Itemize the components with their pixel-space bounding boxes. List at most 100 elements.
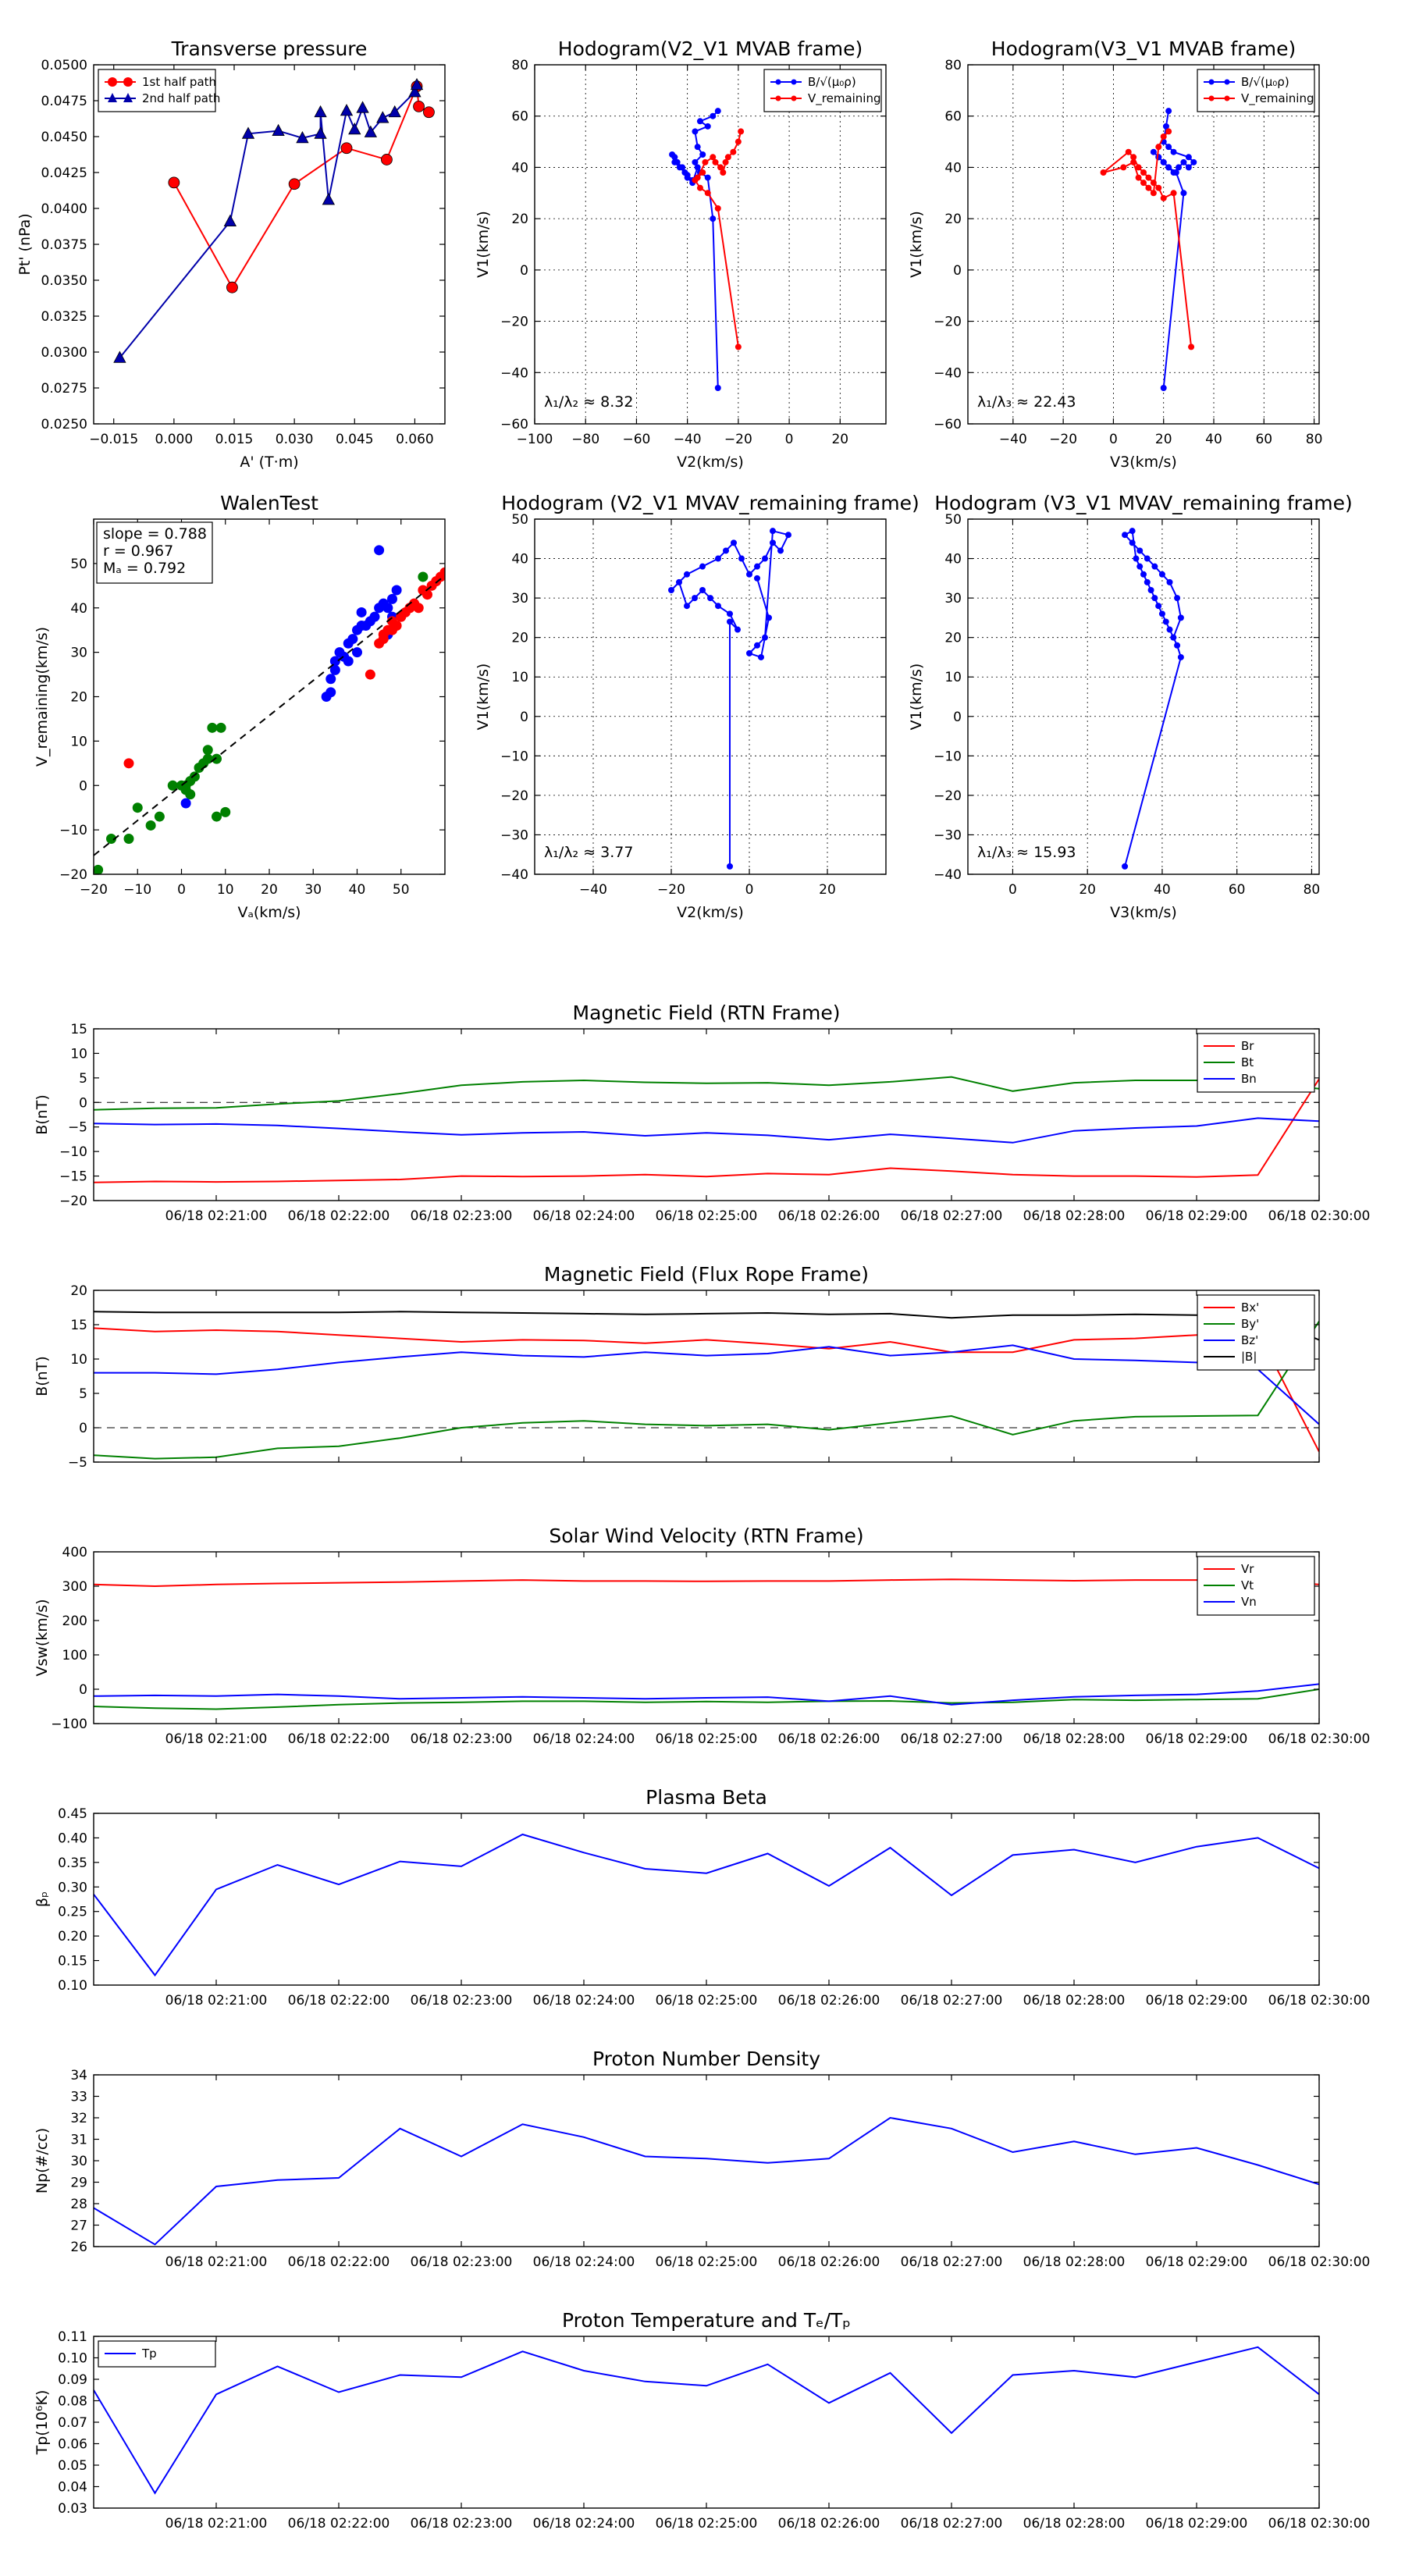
y-tick-label: 0.04 <box>58 2480 87 2496</box>
data-point <box>712 158 719 165</box>
y-tick-label: −100 <box>51 1717 87 1732</box>
data-point <box>704 190 711 197</box>
data-point <box>1151 595 1158 602</box>
x-tick-label: 10 <box>217 882 234 898</box>
y-tick-label: 15 <box>70 1318 87 1333</box>
y-tick-label: −20 <box>934 315 962 330</box>
data-point <box>746 571 752 578</box>
chart-title: Hodogram(V3_V1 MVAB frame) <box>991 37 1296 60</box>
chart-ts2: Magnetic Field (Flux Rope Frame) −5 0 5 10 15… <box>34 1263 1320 1471</box>
y-tick-label: 5 <box>79 1071 87 1087</box>
series-line-|B| <box>94 1311 1319 1341</box>
data-point <box>413 603 424 614</box>
y-tick-label: 100 <box>62 1648 87 1663</box>
axes-frame <box>534 518 887 875</box>
y-tick-label: 0 <box>953 263 962 279</box>
x-tick-label: −10 <box>123 882 151 898</box>
data-point <box>785 532 791 539</box>
data-point <box>382 603 393 614</box>
data-point <box>132 802 143 813</box>
data-point <box>94 864 104 874</box>
legend-label: Bt <box>1241 1055 1254 1069</box>
legend-label: By' <box>1241 1317 1259 1331</box>
series-line-Bn <box>94 1117 1319 1144</box>
legend: Br Bt Bn <box>1197 1033 1315 1093</box>
y-tick-label: 40 <box>511 160 528 176</box>
y-tick-label: 0.0425 <box>41 165 87 181</box>
data-point <box>364 125 378 137</box>
x-tick-label: 06/18 02:27:00 <box>901 1731 1003 1747</box>
data-point <box>714 205 721 212</box>
legend-marker <box>775 95 781 101</box>
data-point <box>1160 194 1167 201</box>
x-tick-label: −60 <box>622 432 650 447</box>
data-point <box>1158 610 1165 617</box>
y-tick-label: 0 <box>79 1095 87 1111</box>
x-tick-label: 06/18 02:28:00 <box>1023 1208 1126 1224</box>
y-axis-label: V_remaining(km/s) <box>34 627 51 767</box>
x-axis-label: V3(km/s) <box>1110 454 1177 471</box>
x-tick-label: 06/18 02:28:00 <box>1023 2516 1126 2532</box>
y-tick-label: 40 <box>511 552 528 568</box>
data-point <box>762 634 768 641</box>
x-tick-label: 60 <box>1255 432 1272 447</box>
y-tick-label: 0.0325 <box>41 309 87 325</box>
data-point <box>684 174 691 181</box>
y-tick-label: −30 <box>934 827 962 843</box>
data-point <box>1130 158 1137 165</box>
x-axis-label: A' (T·m) <box>240 454 298 471</box>
axes-frame <box>967 518 1320 875</box>
data-point <box>343 656 354 667</box>
data-point <box>699 587 706 593</box>
data-point <box>1174 642 1181 649</box>
x-tick-label: 06/18 02:23:00 <box>411 1731 513 1747</box>
chart-h4: Hodogram (V3_V1 MVAV_remaining frame) 0 20… <box>908 492 1353 921</box>
plot-area <box>94 2346 1319 2495</box>
y-tick-label: 0.0375 <box>41 237 87 253</box>
data-point <box>223 214 237 226</box>
y-tick-label: 0 <box>79 1682 87 1698</box>
y-tick-label: 40 <box>70 601 87 617</box>
data-point <box>1177 653 1184 660</box>
legend-label: Br <box>1241 1039 1254 1053</box>
x-tick-label: 06/18 02:22:00 <box>288 2254 390 2270</box>
y-tick-label: 28 <box>70 2197 87 2212</box>
data-point <box>727 610 733 617</box>
x-tick-label: 06/18 02:24:00 <box>533 1993 635 2008</box>
legend-label: Bx' <box>1241 1300 1259 1315</box>
legend-label: Bz' <box>1241 1333 1258 1347</box>
data-point <box>696 184 703 191</box>
x-tick-label: 06/18 02:25:00 <box>656 1731 758 1747</box>
plot-area <box>94 1311 1319 1460</box>
data-point <box>704 123 711 130</box>
data-point <box>714 108 721 115</box>
y-tick-label: −10 <box>59 823 87 838</box>
data-point <box>1170 190 1177 197</box>
x-tick-label: −20 <box>657 882 685 898</box>
y-tick-label: 0.11 <box>58 2329 87 2345</box>
data-point <box>1190 158 1197 165</box>
y-tick-label: 0.0400 <box>41 201 87 217</box>
x-tick-label: 06/18 02:21:00 <box>165 1731 268 1747</box>
series-line-Bt <box>94 1076 1319 1111</box>
chart-h2: Hodogram(V3_V1 MVAB frame) −40 −20 0 20 40 60 8… <box>908 37 1322 471</box>
y-tick-label: 10 <box>944 670 962 685</box>
data-point <box>731 539 737 546</box>
y-tick-label: 10 <box>70 1352 87 1368</box>
y-tick-label: −20 <box>500 315 528 330</box>
data-point <box>1144 555 1151 562</box>
y-axis-label: βₚ <box>34 1891 51 1907</box>
plot-area <box>94 545 445 874</box>
data-point <box>369 611 380 622</box>
x-tick-label: 06/18 02:26:00 <box>778 1208 880 1224</box>
data-point <box>684 571 690 578</box>
data-point <box>754 642 760 649</box>
data-point <box>704 174 711 181</box>
data-point <box>730 148 737 155</box>
x-tick-label: 60 <box>1229 882 1246 898</box>
x-tick-label: 06/18 02:27:00 <box>901 2254 1003 2270</box>
x-tick-label: 40 <box>1154 882 1171 898</box>
data-point <box>699 563 706 570</box>
chart-title: WalenTest <box>220 492 318 514</box>
